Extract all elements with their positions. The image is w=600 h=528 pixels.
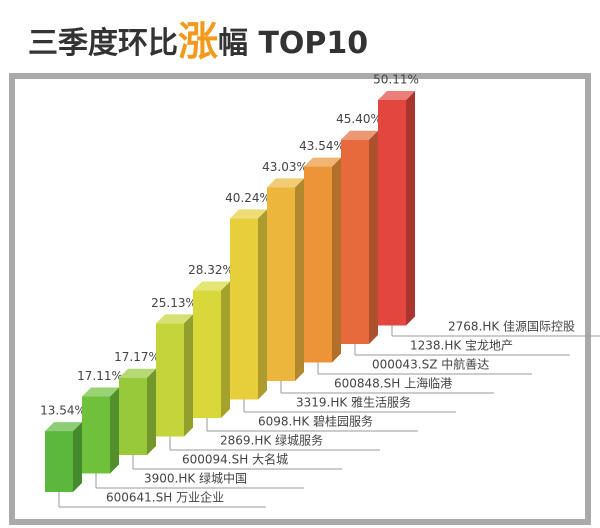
bar-top	[378, 91, 415, 101]
category-label: 2768.HK 佳源国际控股	[448, 320, 575, 334]
value-label: 17.11%	[77, 369, 123, 383]
bar	[45, 431, 73, 492]
bar-top	[119, 368, 156, 378]
bar-top	[304, 157, 341, 167]
bar	[82, 396, 110, 474]
bar	[304, 166, 332, 363]
category-label: 3900.HK 绿城中国	[144, 471, 247, 486]
bar-side	[110, 387, 119, 474]
value-label: 43.03%	[262, 160, 308, 174]
bar	[341, 139, 369, 344]
bar-side	[147, 368, 156, 455]
title-part: 涨	[178, 19, 218, 65]
bar-side	[221, 281, 230, 418]
title-part: 三季度环比	[28, 26, 178, 61]
title-part: 幅 TOP10	[218, 26, 368, 61]
bar-top	[82, 387, 119, 397]
bar-side	[332, 157, 341, 363]
bar	[267, 187, 295, 381]
category-label: 600848.SH 上海临港	[334, 376, 452, 391]
bar-top	[45, 422, 82, 432]
bar-side	[184, 314, 193, 437]
bar-side	[406, 91, 415, 326]
category-label: 6098.HK 碧桂园服务	[258, 414, 373, 429]
category-label: 600641.SH 万业企业	[106, 490, 224, 505]
bar-top	[230, 209, 267, 219]
category-label: 000043.SZ 中航善达	[372, 357, 489, 372]
bar-side	[295, 178, 304, 381]
value-label: 17.17%	[114, 350, 160, 364]
bar	[230, 218, 258, 400]
value-label: 13.54%	[40, 404, 86, 418]
bar-top	[341, 130, 378, 140]
chart-title: 三季度环比涨幅 TOP10	[28, 19, 368, 65]
bar-side	[258, 209, 267, 400]
bar	[119, 377, 147, 455]
bar	[156, 323, 184, 437]
value-label: 25.13%	[151, 296, 197, 310]
value-label: 50.11%	[373, 73, 419, 87]
category-label: 600094.SH 大名城	[182, 452, 288, 467]
value-label: 45.40%	[336, 112, 382, 126]
bar-top	[267, 178, 304, 188]
bar-side	[73, 422, 82, 492]
value-label: 40.24%	[225, 191, 271, 205]
value-label: 43.54%	[299, 139, 345, 153]
value-label: 28.32%	[188, 263, 234, 277]
category-label: 3319.HK 雅生活服务	[296, 395, 411, 410]
bar	[378, 100, 406, 326]
bar-side	[369, 130, 378, 344]
category-label: 2869.HK 绿城服务	[220, 433, 323, 448]
category-label: 1238.HK 宝龙地产	[410, 339, 513, 353]
bar-top	[156, 314, 193, 324]
bar	[193, 290, 221, 418]
bar-top	[193, 281, 230, 291]
